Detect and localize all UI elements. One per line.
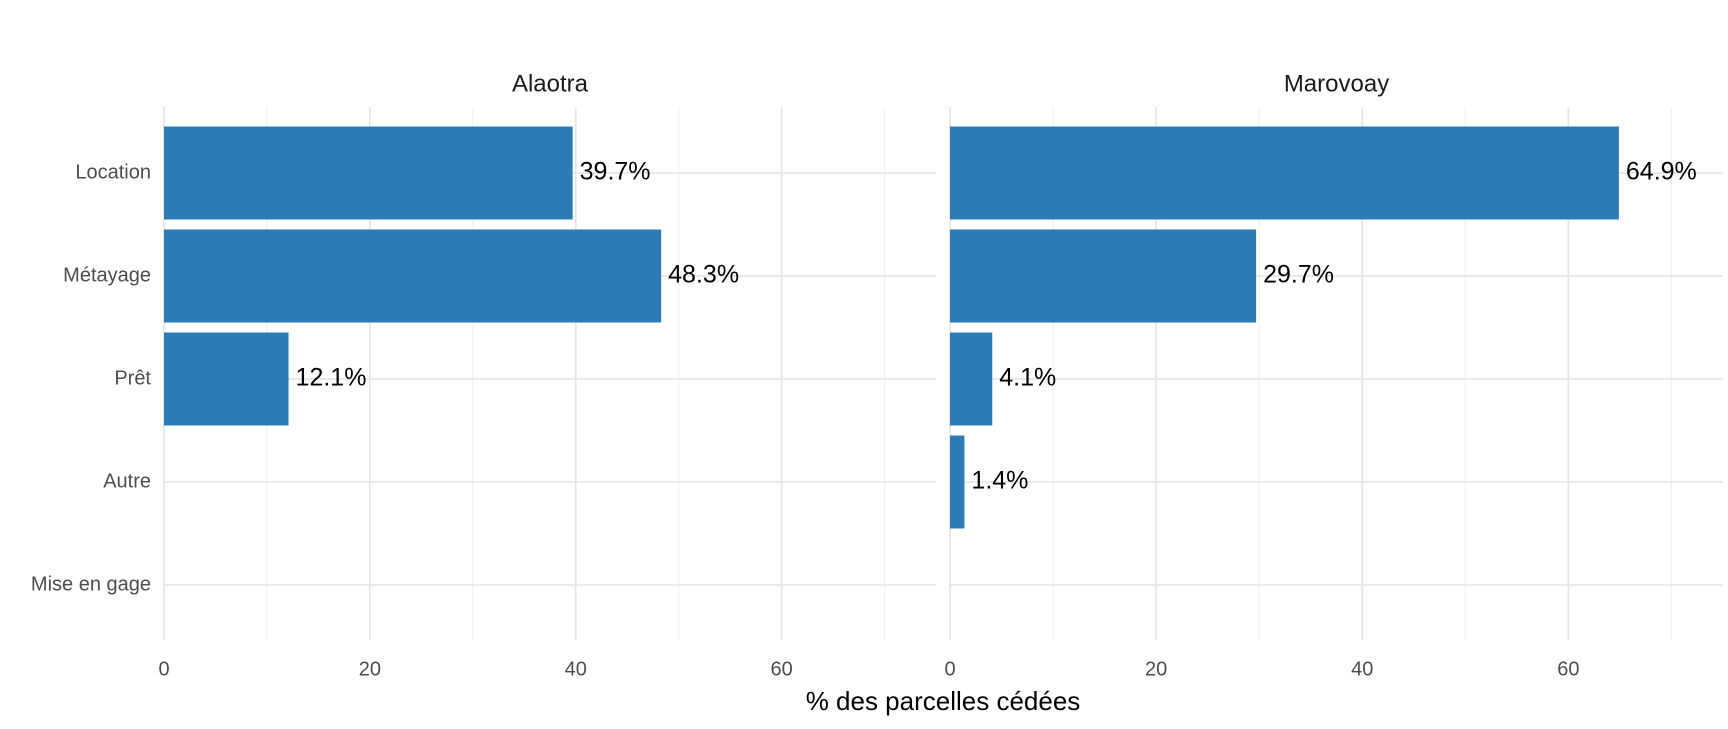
bar (950, 126, 1619, 220)
value-label: 12.1% (296, 364, 367, 392)
x-tick-label: 60 (770, 658, 792, 680)
x-tick-label: 40 (565, 658, 587, 680)
panel-title: Alaotra (512, 70, 589, 97)
panel-title: Marovoay (1284, 70, 1389, 97)
bar (164, 126, 573, 220)
y-tick-label: Mise en gage (31, 573, 151, 595)
y-tick-label: Autre (103, 470, 151, 492)
bar (950, 435, 965, 529)
x-tick-label: 60 (1557, 658, 1579, 680)
y-tick-label: Métayage (63, 264, 151, 286)
y-tick-label: Location (75, 161, 151, 183)
x-tick-label: 0 (944, 658, 955, 680)
bar (164, 332, 289, 426)
value-label: 1.4% (971, 467, 1028, 495)
x-tick-label: 40 (1351, 658, 1373, 680)
value-label: 39.7% (580, 158, 651, 186)
bar (164, 229, 662, 323)
bar (950, 229, 1257, 323)
bar (950, 332, 993, 426)
value-label: 29.7% (1263, 261, 1334, 289)
x-tick-label: 20 (359, 658, 381, 680)
value-label: 4.1% (999, 364, 1056, 392)
y-tick-label: Prêt (114, 367, 151, 389)
value-label: 48.3% (668, 261, 739, 289)
x-tick-label: 20 (1145, 658, 1167, 680)
x-tick-label: 0 (158, 658, 169, 680)
value-label: 64.9% (1626, 158, 1697, 186)
x-axis-label: % des parcelles cédées (806, 686, 1081, 716)
